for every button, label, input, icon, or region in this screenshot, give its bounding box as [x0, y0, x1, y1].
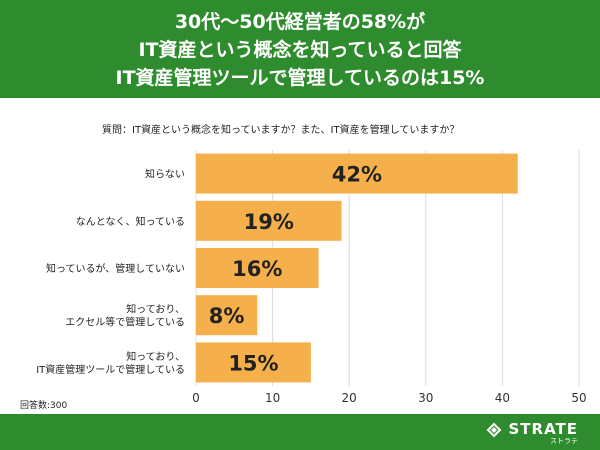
category-label: 知っており、エクセル等で管理している: [65, 303, 185, 329]
brand-subtitle: ストラテ: [550, 437, 578, 445]
x-tick-label: 50: [571, 391, 586, 405]
data-label: 42%: [332, 163, 382, 187]
x-tick-label: 10: [265, 391, 280, 405]
x-tick-label: 0: [192, 391, 200, 405]
category-label: 知っているが、管理していない: [46, 262, 185, 275]
strate-logo-icon: [487, 422, 502, 438]
category-label: 知らない: [145, 168, 185, 181]
footer-bar: STRATE ストラテ: [0, 414, 600, 450]
x-tick-label: 40: [495, 391, 510, 405]
title-line-2: IT資産という概念を知っていると回答: [138, 39, 462, 61]
bar: [196, 295, 258, 336]
category-label: 知っており、 IT資産管理ツールで管理している: [36, 350, 185, 376]
question-text: 質問：IT資産という概念を知っていますか？また、IT資産を管理していますか？: [102, 125, 460, 136]
bar: [196, 153, 518, 194]
category-label: なんとなく、知っている: [76, 215, 185, 228]
bar: [196, 248, 319, 288]
bar-chart: 0 10 20 30 40 50 42% 知らない 19% なんとなく、知っている 16% 知っている…: [36, 150, 587, 405]
bar: [196, 342, 311, 383]
brand-logo: STRATE ストラテ: [487, 420, 578, 446]
x-tick-label: 30: [418, 391, 433, 405]
title-banner: 30代〜50代経営者の58%が IT資産という概念を知っていると回答 IT資産管…: [0, 0, 600, 98]
title-line-3: IT資産管理ツールで管理しているのは15%: [115, 67, 485, 89]
data-label: 19%: [244, 210, 294, 234]
data-label: 8%: [209, 304, 245, 328]
data-label: 16%: [232, 257, 282, 281]
brand-name: STRATE: [508, 420, 578, 438]
bar: [196, 200, 342, 241]
x-tick-label: 20: [342, 391, 357, 405]
respondent-count: 回答数:300: [20, 401, 68, 411]
data-label: 15%: [228, 351, 278, 375]
title-line-1: 30代〜50代経営者の58%が: [174, 11, 426, 33]
